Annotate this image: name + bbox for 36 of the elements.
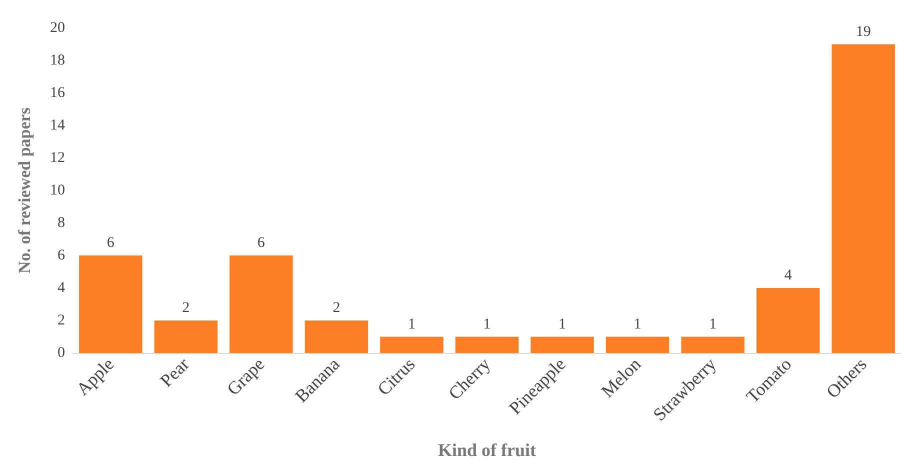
data-label: 4	[784, 268, 792, 284]
bar	[832, 44, 895, 353]
y-tick-label: 16	[50, 85, 66, 101]
y-tick-label: 4	[58, 280, 66, 296]
y-tick-label: 12	[50, 150, 65, 166]
data-label: 1	[558, 316, 566, 332]
bar	[230, 256, 293, 353]
bar	[154, 320, 218, 353]
data-label: 1	[634, 316, 642, 332]
data-label: 19	[856, 24, 871, 40]
y-tick-label: 0	[58, 345, 65, 361]
y-tick-label: 10	[50, 182, 65, 198]
bar	[756, 288, 820, 353]
y-axis-title: No. of reviewed papers	[15, 107, 34, 274]
bar	[681, 336, 744, 353]
bar	[79, 256, 142, 353]
data-label: 1	[709, 316, 717, 332]
x-axis-title: Kind of fruit	[438, 440, 536, 460]
y-tick-label: 8	[58, 215, 65, 231]
y-tick-label: 20	[50, 20, 65, 36]
y-tick-label: 14	[50, 118, 66, 134]
x-tick-label: Pear	[156, 354, 193, 391]
bar	[455, 336, 519, 353]
y-tick-label: 6	[58, 248, 66, 264]
bar	[304, 320, 368, 353]
bar	[380, 336, 444, 353]
y-tick-label: 18	[50, 52, 65, 68]
data-label: 1	[408, 316, 416, 332]
data-label: 6	[106, 235, 115, 251]
data-label: 1	[483, 316, 491, 332]
data-label: 2	[182, 300, 190, 316]
y-tick-label: 2	[58, 312, 65, 328]
bar	[530, 336, 594, 353]
data-label: 6	[257, 235, 266, 251]
data-label: 2	[332, 300, 340, 316]
bar	[606, 336, 670, 353]
